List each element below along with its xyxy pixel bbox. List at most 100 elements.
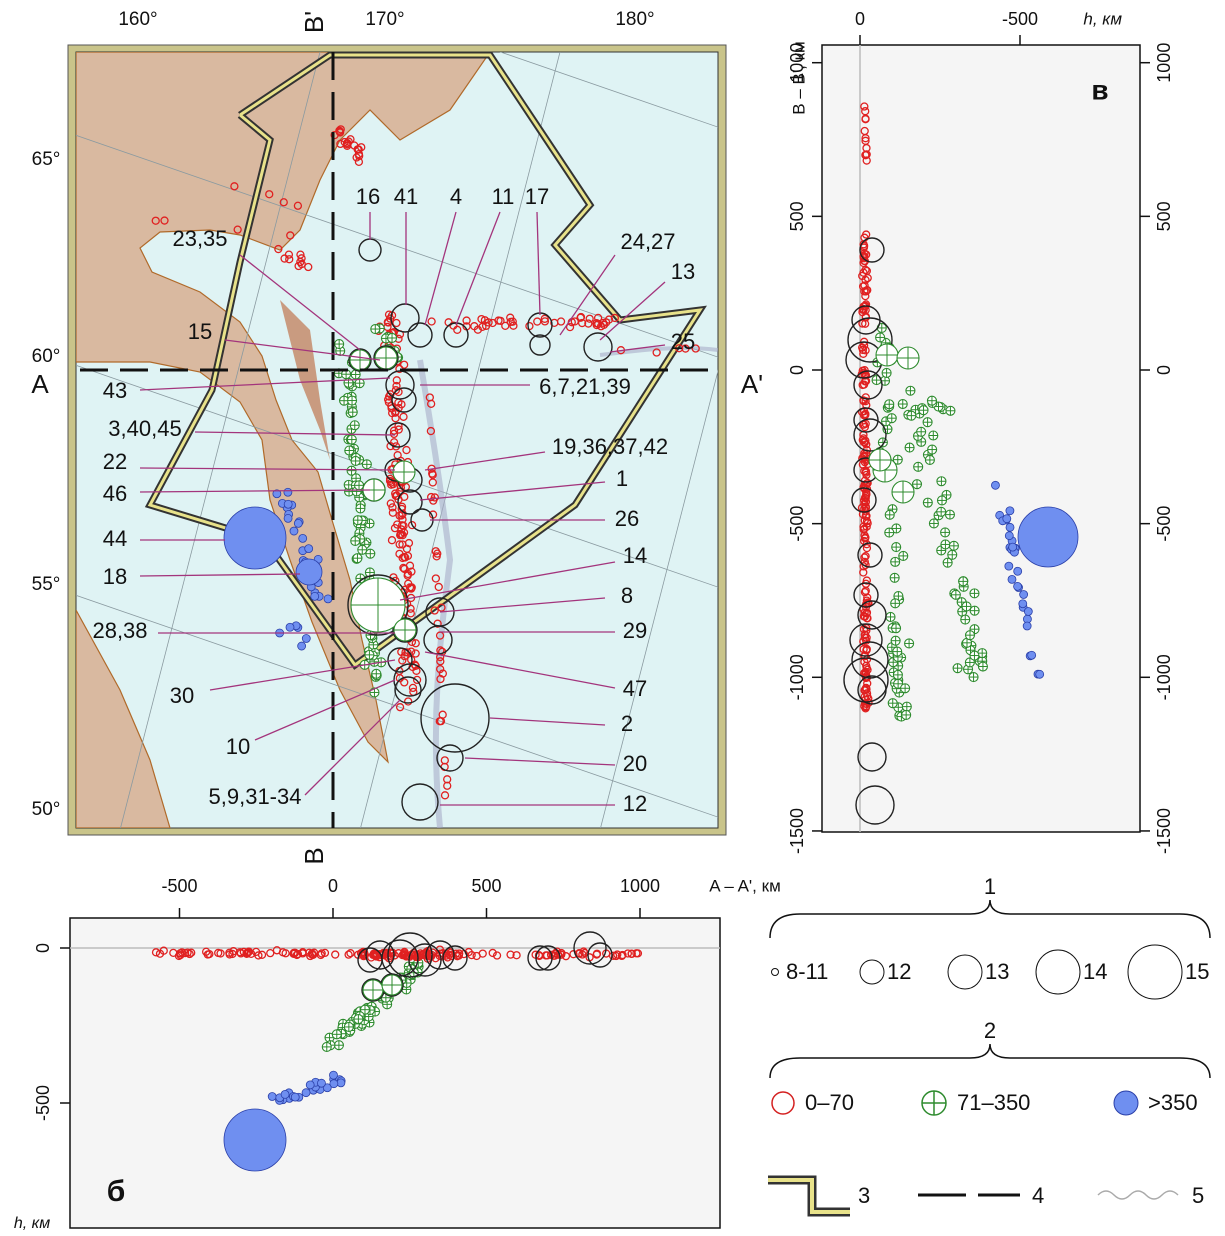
legend-group-label: 1 [984, 874, 996, 899]
y-tick-label: -1000 [1154, 654, 1174, 700]
x-tick-label: -500 [161, 876, 197, 896]
deep-event [296, 559, 322, 585]
size-symbol [948, 955, 982, 989]
event-label: 12 [623, 791, 647, 816]
event-label: 3,40,45 [108, 416, 181, 441]
profile-label: A' [741, 369, 763, 399]
deep-event [224, 507, 286, 569]
event-label: 6,7,21,39 [539, 374, 631, 399]
deep-event [302, 634, 310, 642]
event-label: 1 [616, 466, 628, 491]
deep-event [1020, 590, 1028, 598]
size-symbol [860, 960, 884, 984]
deep-event [1009, 543, 1017, 551]
axis-label: B – B', км [789, 41, 808, 114]
deep-event [1005, 562, 1013, 570]
axis-label: A – A', км [709, 876, 781, 895]
lon-label: 160° [118, 9, 157, 30]
lat-label: 55° [32, 574, 61, 595]
event-label: 17 [525, 184, 549, 209]
profile-label: A [31, 369, 49, 399]
deep-event [268, 1092, 276, 1100]
deep-event [224, 1109, 286, 1171]
event-label: 22 [103, 449, 127, 474]
event-label: 20 [623, 751, 647, 776]
lat-label: 60° [32, 346, 61, 367]
legend-item: >350 [1148, 1090, 1198, 1115]
event-label: 8 [621, 583, 633, 608]
event-label: 5,9,31-34 [209, 784, 302, 809]
event-label: 11 [492, 184, 515, 209]
deep-event [306, 1081, 314, 1089]
lon-label: 180° [615, 9, 654, 30]
y-tick-label: 500 [1154, 201, 1174, 231]
deep-event [1014, 582, 1022, 590]
deep-event [1023, 622, 1031, 630]
y-tick-label: -500 [787, 506, 807, 542]
event-label: 30 [170, 683, 194, 708]
brace [770, 1044, 1210, 1078]
deep-event [1036, 670, 1044, 678]
deep-event [1018, 507, 1078, 567]
deep-event [330, 1080, 338, 1088]
event-label: 10 [226, 734, 250, 759]
event-label: 4 [450, 184, 462, 209]
y-tick-label: -500 [33, 1085, 53, 1121]
y-tick-label: -1500 [1154, 808, 1174, 854]
deep-event [302, 1089, 310, 1097]
deep-event [324, 595, 332, 603]
depth-symbol [1114, 1091, 1138, 1115]
deep-event [290, 527, 298, 535]
x-tick-label: 0 [328, 876, 338, 896]
legend-item: 14 [1083, 959, 1107, 984]
legend-item: 8-11 [786, 959, 828, 984]
lon-label: 170° [365, 9, 404, 30]
event-label: 47 [623, 676, 647, 701]
event-label: 13 [671, 259, 695, 284]
isobath-symbol [1098, 1191, 1178, 1199]
legend-item: 15 [1185, 959, 1209, 984]
deep-event [1014, 567, 1022, 575]
depth-symbol [772, 1092, 794, 1114]
event-label: 43 [103, 378, 127, 403]
x-tick-label: 500 [471, 876, 501, 896]
y-tick-label: 0 [787, 365, 807, 375]
legend-item: 12 [887, 959, 911, 984]
profile-label: B [299, 847, 329, 864]
y-tick-label: 500 [787, 201, 807, 231]
y-tick-label: 1000 [1154, 43, 1174, 83]
y-tick-label: 0 [1154, 365, 1174, 375]
deep-event [294, 519, 302, 527]
deep-event [286, 623, 294, 631]
size-symbol [1128, 945, 1182, 999]
deep-event [1008, 575, 1016, 583]
x-tick-label: 1000 [620, 876, 660, 896]
panel-letter: в [1091, 74, 1108, 105]
legend-item: 3 [858, 1183, 870, 1208]
y-tick-label: 0 [33, 943, 53, 953]
deep-event [329, 1071, 337, 1079]
deep-event [1006, 507, 1014, 515]
y-tick-label: -500 [1154, 506, 1174, 542]
event-label: 16 [356, 184, 380, 209]
event-label: 46 [103, 481, 127, 506]
legend-item: 4 [1032, 1183, 1044, 1208]
deep-event [317, 1079, 325, 1087]
event-label: 24,27 [620, 229, 675, 254]
size-symbol [772, 969, 779, 976]
event-label: 18 [103, 564, 127, 589]
event-label: 23,35 [172, 226, 227, 251]
event-label: 19,36,37,42 [552, 434, 668, 459]
event-label: 2 [621, 711, 633, 736]
event-label: 44 [103, 526, 127, 551]
x-tick-label: -500 [1002, 9, 1038, 29]
brace [770, 900, 1210, 938]
legend-item: 71–350 [957, 1090, 1030, 1115]
axis-label: h, км [1083, 9, 1122, 28]
legend-group-label: 2 [984, 1018, 996, 1043]
event-label: 25 [671, 329, 695, 354]
event-label: 41 [394, 184, 418, 209]
y-tick-label: -1500 [787, 808, 807, 854]
event-label: 26 [615, 506, 639, 531]
legend-item: 0–70 [805, 1090, 854, 1115]
